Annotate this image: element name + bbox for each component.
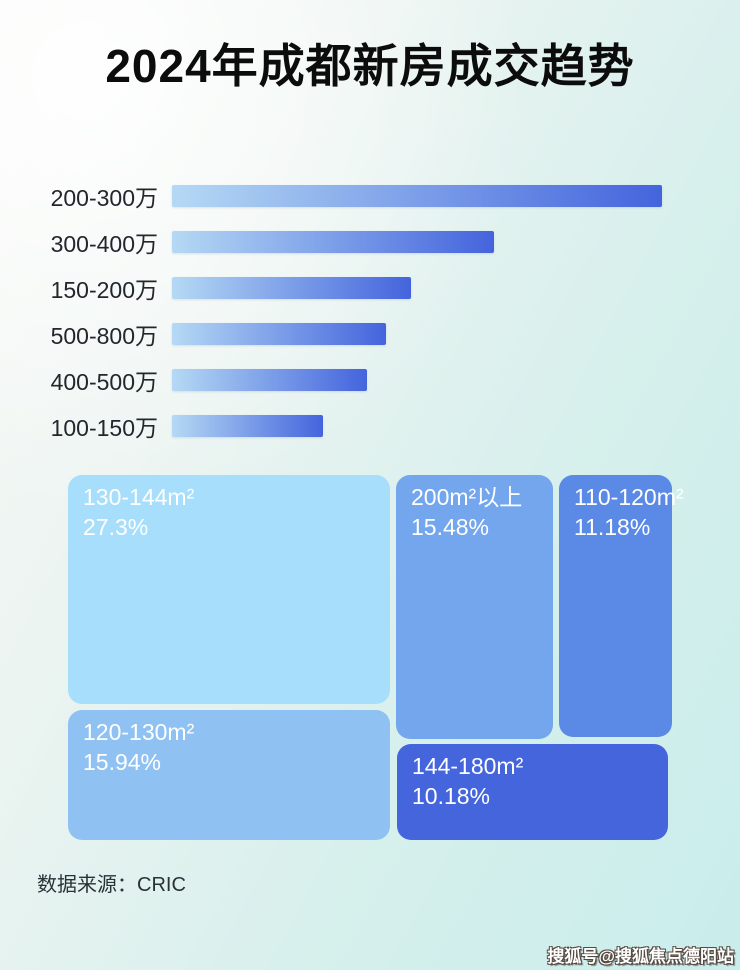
bar-row: 300-400万 <box>30 230 740 257</box>
bar-category-label: 150-200万 <box>50 276 158 303</box>
bar-chart: 200-300万 300-400万 150-200万 500-800万 400-500万… <box>0 184 740 441</box>
watermark: 搜狐号@搜狐焦点德阳站 <box>547 947 734 966</box>
tile-value: 27.3% <box>83 513 149 540</box>
bar-row: 100-150万 <box>30 414 740 441</box>
bar-track <box>172 276 662 299</box>
treemap-tile-130-144: 130-144m² 27.3% <box>68 474 390 704</box>
tile-value: 10.18% <box>412 782 491 809</box>
bar-category-label: 200-300万 <box>50 184 158 211</box>
bar-track <box>172 368 662 391</box>
bar-category-label: 100-150万 <box>50 414 158 441</box>
treemap-tile-110-120: 110-120m² 11.18% <box>559 474 684 737</box>
tile-value: 11.18% <box>574 513 651 540</box>
bar-category-label: 500-800万 <box>50 322 158 349</box>
bar-track <box>172 322 662 345</box>
treemap-tile-120-130: 120-130m² 15.94% <box>68 709 390 840</box>
bar-row: 500-800万 <box>30 322 740 349</box>
bar <box>172 276 411 299</box>
data-source-note: 数据来源：CRIC <box>37 873 186 896</box>
tile-label: 200m²以上 <box>411 483 523 510</box>
tile-label: 120-130m² <box>83 718 195 745</box>
bar-track <box>172 230 662 253</box>
treemap-tile-200-plus: 200m²以上 15.48% <box>396 474 553 739</box>
bar <box>172 184 662 207</box>
treemap-tile-144-180: 144-180m² 10.18% <box>397 743 668 840</box>
bar-row: 200-300万 <box>30 184 740 211</box>
bar-track <box>172 184 662 207</box>
bar-category-label: 300-400万 <box>50 230 158 257</box>
bar-category-label: 400-500万 <box>50 368 158 395</box>
treemap-chart: 130-144m² 27.3% 200m²以上 15.48% 110-120m²… <box>68 474 684 840</box>
bar-row: 400-500万 <box>30 368 740 395</box>
tile-value: 15.48% <box>411 513 490 540</box>
tile-label: 130-144m² <box>83 483 195 510</box>
bar-row: 150-200万 <box>30 276 740 303</box>
bar <box>172 322 386 345</box>
tile-label: 110-120m² <box>574 483 684 510</box>
bar-track <box>172 414 662 437</box>
bar <box>172 368 368 391</box>
bar <box>172 414 324 437</box>
bar <box>172 230 494 253</box>
tile-label: 144-180m² <box>412 752 524 779</box>
tile-value: 15.94% <box>83 748 162 775</box>
page-title: 2024年成都新房成交趋势 <box>105 40 635 92</box>
